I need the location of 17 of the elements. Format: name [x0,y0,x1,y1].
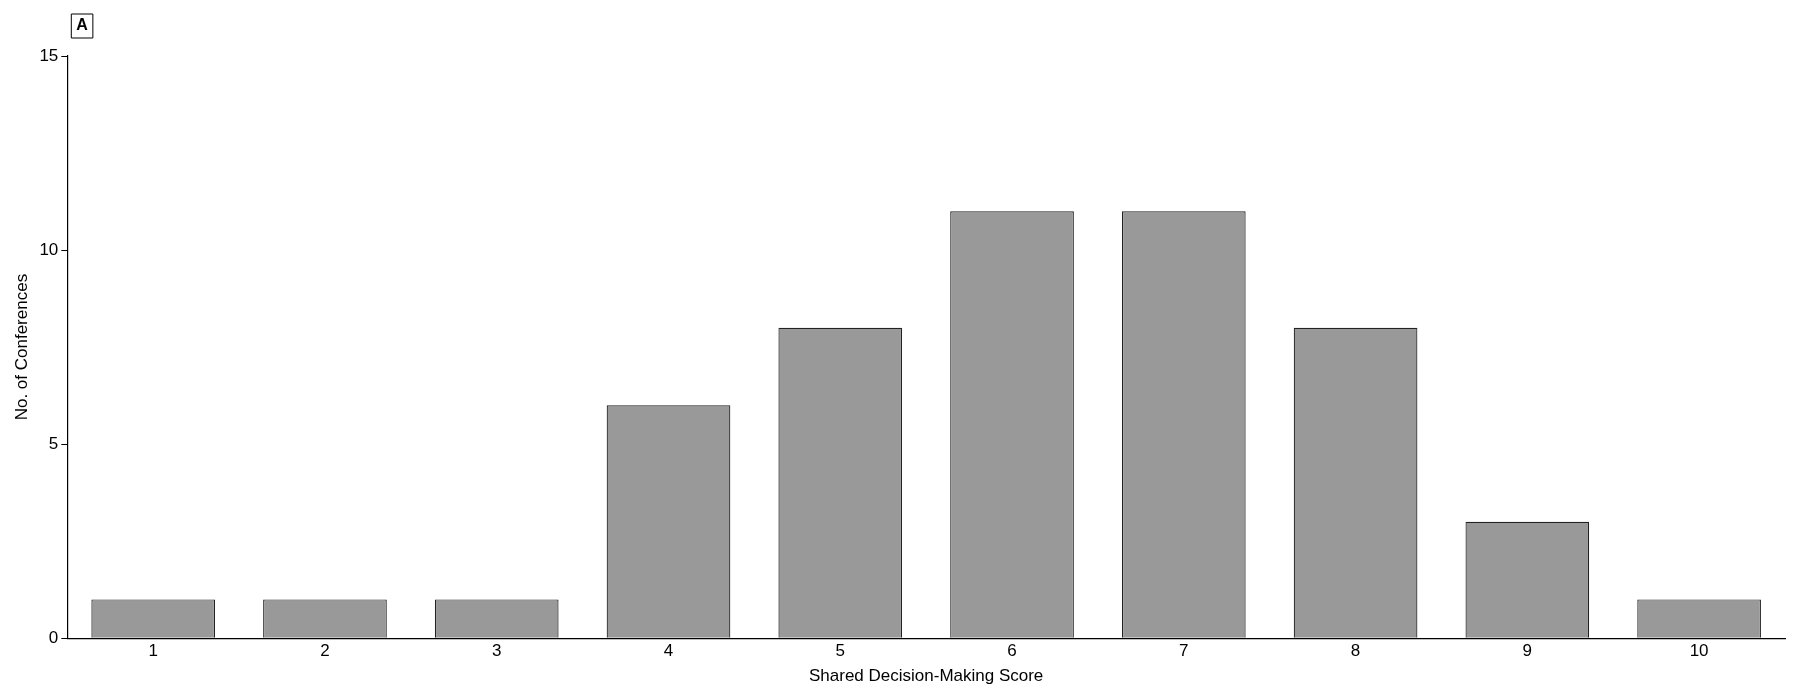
y-tick-label: 10 [39,239,59,259]
x-tick-label: 1 [148,641,158,661]
y-tick-label: 0 [48,627,59,647]
x-tick-label: 3 [492,641,502,661]
x-tick-label: 4 [663,641,674,661]
x-tick-label: 7 [1179,641,1189,661]
x-tick-label: 5 [835,641,845,661]
y-axis-title: No. of Conferences [11,273,31,421]
x-tick-label: 8 [1350,641,1361,661]
text: A [76,16,89,34]
x-tick-label: 2 [320,641,330,661]
y-tick-label: 15 [39,45,59,65]
x-tick-label: 10 [1689,641,1709,661]
x-tick-label: 6 [1007,641,1017,661]
x-axis-title: Shared Decision-Making Score [808,666,1044,686]
y-tick-label: 5 [48,433,59,453]
x-tick-label: 9 [1522,641,1533,661]
